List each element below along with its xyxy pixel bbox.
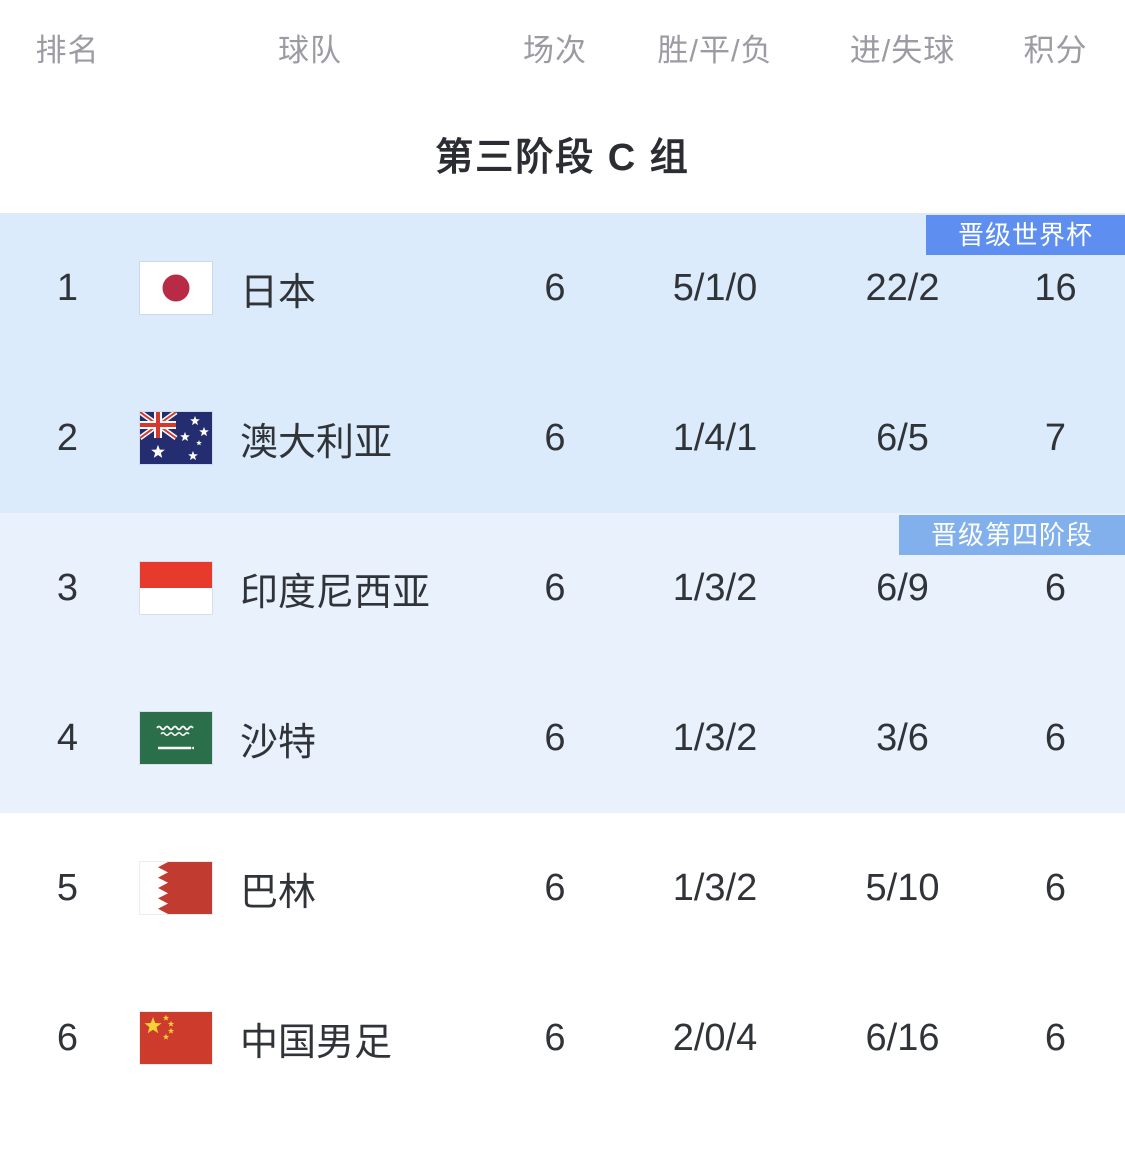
points-value: 6 xyxy=(1044,866,1067,909)
rank-value: 1 xyxy=(56,266,79,309)
world-cup-badge: 晋级世界杯 xyxy=(925,215,1125,255)
matches-value: 6 xyxy=(544,266,566,309)
team-name: 印度尼西亚 xyxy=(240,571,431,614)
australia-flag xyxy=(140,412,212,464)
header-wdl: 胜/平/负 xyxy=(657,32,773,68)
header-rank: 排名 xyxy=(35,32,100,68)
group-title: 第三阶段 C 组 xyxy=(435,137,690,179)
rank-value: 4 xyxy=(56,716,79,759)
zone-world-cup: 晋级世界杯 1 日本 6 5/1/0 22/2 16 2 xyxy=(0,213,1125,513)
matches-value: 6 xyxy=(544,1016,566,1059)
goals-value: 6/16 xyxy=(865,1016,940,1059)
saudi-flag xyxy=(140,712,212,764)
team-name: 中国男足 xyxy=(240,1021,393,1064)
header-matches: 场次 xyxy=(523,32,587,68)
points-value: 7 xyxy=(1044,416,1067,459)
goals-value: 22/2 xyxy=(865,266,940,309)
rank-value: 3 xyxy=(56,566,79,609)
team-name: 巴林 xyxy=(240,871,317,914)
points-value: 6 xyxy=(1044,566,1067,609)
goals-value: 3/6 xyxy=(876,716,929,759)
table-row-japan[interactable]: 1 日本 6 5/1/0 22/2 16 xyxy=(0,213,1125,363)
header-goals: 进/失球 xyxy=(849,32,956,68)
table-row-saudi[interactable]: 4 沙特 6 1/3/2 3/6 6 xyxy=(0,663,1125,813)
bahrain-flag xyxy=(140,862,212,914)
table-row-indonesia[interactable]: 3 印度尼西亚 6 1/3/2 6/9 6 xyxy=(0,513,1125,663)
points-value: 6 xyxy=(1044,716,1067,759)
table-header: 排名 球队 场次 胜/平/负 进/失球 积分 xyxy=(0,0,1125,94)
fourth-stage-badge: 晋级第四阶段 xyxy=(898,515,1125,555)
matches-value: 6 xyxy=(544,416,566,459)
japan-flag xyxy=(140,262,212,314)
rank-value: 2 xyxy=(56,416,79,459)
indonesia-flag xyxy=(140,562,212,614)
matches-value: 6 xyxy=(544,716,566,759)
points-value: 6 xyxy=(1044,1016,1067,1059)
wdl-value: 1/4/1 xyxy=(672,416,758,459)
rank-value: 6 xyxy=(56,1016,79,1059)
table-row-bahrain[interactable]: 5 巴林 6 1/3/2 5/10 6 xyxy=(0,813,1125,963)
wdl-value: 1/3/2 xyxy=(672,716,758,759)
matches-value: 6 xyxy=(544,566,566,609)
points-value: 16 xyxy=(1034,266,1077,309)
matches-value: 6 xyxy=(544,866,566,909)
china-flag xyxy=(140,1012,212,1064)
team-name: 澳大利亚 xyxy=(240,421,393,464)
header-team: 球队 xyxy=(278,32,342,68)
rank-value: 5 xyxy=(56,866,79,909)
team-name: 沙特 xyxy=(240,721,317,764)
table-row-china[interactable]: 6 中国男足 6 2/0/4 6/16 6 xyxy=(0,963,1125,1113)
goals-value: 5/10 xyxy=(865,866,940,909)
table-row-australia[interactable]: 2 xyxy=(0,363,1125,513)
goals-value: 6/5 xyxy=(876,416,929,459)
wdl-value: 2/0/4 xyxy=(672,1016,758,1059)
zone-remaining: 5 巴林 6 1/3/2 5/10 6 6 xyxy=(0,813,1125,1113)
team-name: 日本 xyxy=(240,271,317,314)
header-points: 积分 xyxy=(1023,32,1088,68)
wdl-value: 5/1/0 xyxy=(672,266,758,309)
zone-fourth-stage: 晋级第四阶段 3 印度尼西亚 6 1/3/2 6/9 6 4 xyxy=(0,513,1125,813)
wdl-value: 1/3/2 xyxy=(672,866,758,909)
goals-value: 6/9 xyxy=(876,566,929,609)
wdl-value: 1/3/2 xyxy=(672,566,758,609)
